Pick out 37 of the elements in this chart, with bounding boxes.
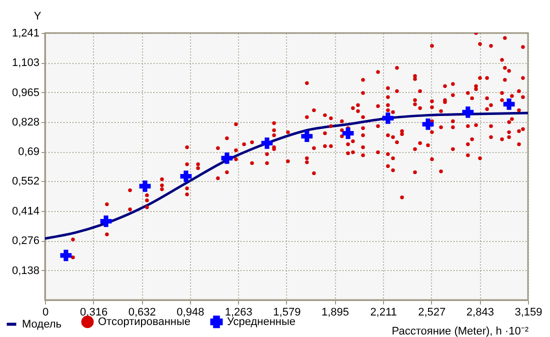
- x-axis-title: Расстояние (Meter), h ·10⁻²: [392, 326, 529, 337]
- x-tick-label: 2,843: [466, 306, 494, 318]
- point: [180, 170, 192, 182]
- x-tick-label: 1,579: [273, 306, 301, 318]
- y-tick-label: 0,69: [18, 146, 40, 158]
- x-tick-label: 3,159: [514, 306, 542, 318]
- point: [503, 98, 515, 110]
- point: [139, 180, 151, 192]
- y-tick-label: 1,241: [12, 28, 40, 40]
- point: [462, 106, 474, 118]
- y-tick-label: 1,103: [12, 57, 40, 70]
- x-tick-label: 1,895: [321, 306, 350, 318]
- y-tick-label: 0,828: [12, 116, 40, 128]
- point: [342, 128, 354, 139]
- y-tick-label: 0,965: [12, 86, 40, 99]
- point: [382, 112, 394, 124]
- legend-label: Отсортированные: [98, 316, 191, 328]
- point: [422, 118, 434, 130]
- y-tick-label: 0,276: [12, 235, 40, 248]
- x-tick-label: 0,316: [80, 306, 108, 318]
- y-tick-label: 0,138: [12, 264, 40, 277]
- point: [100, 216, 112, 227]
- point: [221, 152, 233, 164]
- y-tick-label: 0,552: [12, 176, 40, 188]
- x-tick-label: 0,632: [128, 306, 156, 318]
- legend-label: Модель: [22, 318, 62, 330]
- x-tick-label: 2,211: [370, 306, 397, 318]
- y-tick-label: 0,414: [12, 205, 40, 218]
- legend-label: Усредненные: [227, 316, 296, 328]
- y-axis-title: Y: [34, 10, 42, 22]
- x-tick-label: 2,527: [418, 306, 446, 318]
- x-tick-label: 0,948: [176, 306, 204, 318]
- x-tick-label: 1,263: [224, 306, 252, 318]
- x-tick-label: 0: [42, 306, 49, 318]
- point: [261, 137, 273, 149]
- point: [60, 250, 72, 262]
- point: [301, 130, 313, 142]
